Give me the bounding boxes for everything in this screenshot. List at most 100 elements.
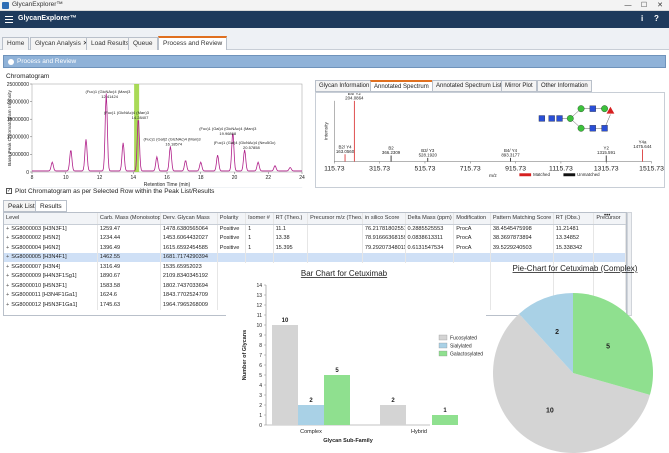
y-tick-label: 20000000: [7, 99, 29, 105]
table-cell: [453, 252, 491, 262]
minimize-button[interactable]: —: [624, 2, 632, 9]
column-header[interactable]: Delta Mass (ppm): [405, 213, 455, 225]
help-icon[interactable]: ?: [654, 14, 659, 23]
table-cell: [593, 233, 626, 243]
spectrum-tab-glycan-information[interactable]: Glycan Information: [315, 80, 374, 92]
table-cell: 39.5229240503: [490, 243, 554, 253]
expand-row-icon[interactable]: +: [6, 263, 10, 270]
y-tick-label: 25000000: [7, 82, 29, 88]
column-header[interactable]: Isomer #: [245, 213, 274, 225]
table-cell: 2109.8340345192: [160, 271, 218, 281]
expand-row-icon[interactable]: +: [6, 226, 10, 232]
tab-process-and-review[interactable]: Process and Review: [158, 36, 228, 50]
bar-legend-label: Galactosylated: [450, 352, 483, 358]
spectrum-tab-annotated-spectrum-list[interactable]: Annotated Spectrum List: [432, 80, 506, 92]
table-cell: [490, 271, 554, 281]
expand-row-icon[interactable]: +: [6, 282, 10, 289]
collapse-icon[interactable]: [8, 59, 14, 65]
column-header[interactable]: in silico Score: [362, 213, 406, 225]
column-header[interactable]: Derv. Glycan Mass: [160, 213, 218, 225]
spectrum-tab-mirror-plot[interactable]: Mirror Plot: [501, 80, 537, 92]
table-cell: 76.21781802551: [362, 224, 406, 234]
tab-glycan-analysis[interactable]: Glycan Analysis ✕: [30, 37, 94, 50]
peak-label: B2/ Y4: [338, 144, 352, 149]
table-cell: [405, 252, 455, 262]
more-columns-icon[interactable]: •••: [604, 213, 611, 219]
close-window-button[interactable]: ✕: [657, 2, 663, 9]
chromatogram-plot[interactable]: 25000000 20000000 15000000 10000000 5000000 0…: [6, 80, 306, 188]
table-cell: 15.338342: [553, 243, 595, 253]
results-vertical-scrollbar[interactable]: [627, 212, 632, 316]
x-tick-label: 8: [31, 175, 34, 181]
os-titlebar: GlycanExplorer™ — ☐ ✕: [0, 0, 669, 11]
expand-row-icon[interactable]: +: [6, 301, 10, 308]
info-icon[interactable]: i: [641, 14, 644, 23]
column-header[interactable]: Precursor m/z (Theo.): [307, 213, 363, 225]
column-header[interactable]: Modification: [453, 213, 491, 225]
table-cell: 1259.47: [97, 224, 161, 234]
table-row[interactable]: + SG8000005 [H3N4F1] 1462.55 1681.717429039…: [4, 252, 626, 262]
checkbox-check-icon[interactable]: ✓: [6, 188, 12, 195]
tab-home[interactable]: Home: [2, 37, 30, 50]
table-cell: 1535.65952023: [160, 262, 218, 272]
table-cell: [362, 252, 406, 262]
column-header[interactable]: Level: [4, 213, 98, 225]
column-header[interactable]: Polarity: [217, 213, 247, 225]
expand-row-icon[interactable]: +: [6, 244, 10, 251]
pie-chart: Pie-Chart for Cetuximab (Complex) 10 2 5: [493, 264, 653, 453]
table-cell: Positive: [217, 243, 247, 253]
table-cell: 78.91666368159: [362, 233, 406, 243]
table-cell: 1453.6064432027: [160, 233, 218, 243]
column-header[interactable]: RT (Theo.): [273, 213, 309, 225]
table-cell: [490, 262, 554, 272]
column-header[interactable]: Precursor: [593, 213, 626, 225]
spectrum-tab-annotated-spectrum[interactable]: Annotated Spectrum: [370, 80, 433, 92]
results-tab-results[interactable]: Results: [35, 200, 67, 212]
bar-legend-label: Fucosylated: [450, 336, 477, 342]
peak-annotation: 20.57858: [243, 145, 260, 150]
bar-y-axis-label: Number of Glycans: [242, 330, 248, 380]
spectrum-x-tick: 1315.73: [594, 165, 619, 172]
peak-label: B4/ Y2: [348, 92, 362, 96]
peak-value: 893.3177: [501, 152, 520, 157]
table-cell: 0.6131547534: [405, 243, 455, 253]
level-text: SG8000003 [H3N3F1]: [11, 226, 67, 232]
tab-queue[interactable]: Queue: [128, 37, 158, 50]
table-row[interactable]: + SG8000003 [H3N3F1] 1259.47 1478.638056506…: [4, 224, 626, 234]
column-header[interactable]: Carb. Mass (Monoisotopic): [97, 213, 161, 225]
process-review-header[interactable]: Process and Review: [3, 55, 666, 68]
annotated-spectrum-plot[interactable]: Intensity 115.73 315.73 515.73 715.73 915.73 1…: [315, 92, 665, 188]
expand-row-icon[interactable]: +: [6, 254, 10, 261]
spectrum-x-tick: 515.73: [414, 165, 435, 172]
expand-row-icon[interactable]: +: [6, 235, 10, 242]
table-cell: + SG8000005 [H3N4F1]: [4, 252, 98, 262]
bar-y-tick: 3: [259, 393, 262, 399]
expand-row-icon[interactable]: +: [6, 292, 10, 299]
peak-label: B3/ Y3: [421, 148, 435, 153]
expand-row-icon[interactable]: +: [6, 273, 10, 280]
bar-chart: Bar Chart for Cetuximab01234567891011121…: [226, 263, 486, 453]
table-cell: 0.0838613311: [405, 233, 455, 243]
peak-value: 163.0560: [336, 149, 355, 154]
table-cell: 11.1: [273, 224, 309, 234]
plot-chromatogram-checkbox[interactable]: ✓ Plot Chromatogram as per Selected Row w…: [6, 188, 214, 195]
bar: [298, 405, 324, 425]
table-cell: 11.21481: [553, 224, 595, 234]
table-row[interactable]: + SG8000004 [H6N2] 1396.49 1615.6592454585 P…: [4, 243, 626, 253]
table-row[interactable]: + SG8000002 [H5N2] 1234.44 1453.6064432027 P…: [4, 233, 626, 243]
table-cell: [553, 262, 595, 272]
column-header[interactable]: RT (Obs.): [553, 213, 595, 225]
spectrum-x-tick: 115.73: [324, 165, 345, 172]
x-tick-label: 10: [63, 175, 69, 181]
tab-label: Queue: [133, 40, 153, 47]
table-cell: [553, 271, 595, 281]
spectrum-tab-other-information[interactable]: Other Information: [537, 80, 592, 92]
menu-hamburger-icon[interactable]: [5, 16, 13, 23]
tab-close-icon[interactable]: ✕: [80, 40, 89, 47]
pie-value-label: 5: [606, 343, 610, 350]
peak-value: 1315.591: [597, 150, 616, 155]
tab-load-results[interactable]: Load Results: [86, 37, 134, 50]
column-header[interactable]: Pattern Matching Score: [490, 213, 554, 225]
peak-annotation: 12.41424: [101, 94, 118, 99]
maximize-button[interactable]: ☐: [640, 2, 648, 9]
